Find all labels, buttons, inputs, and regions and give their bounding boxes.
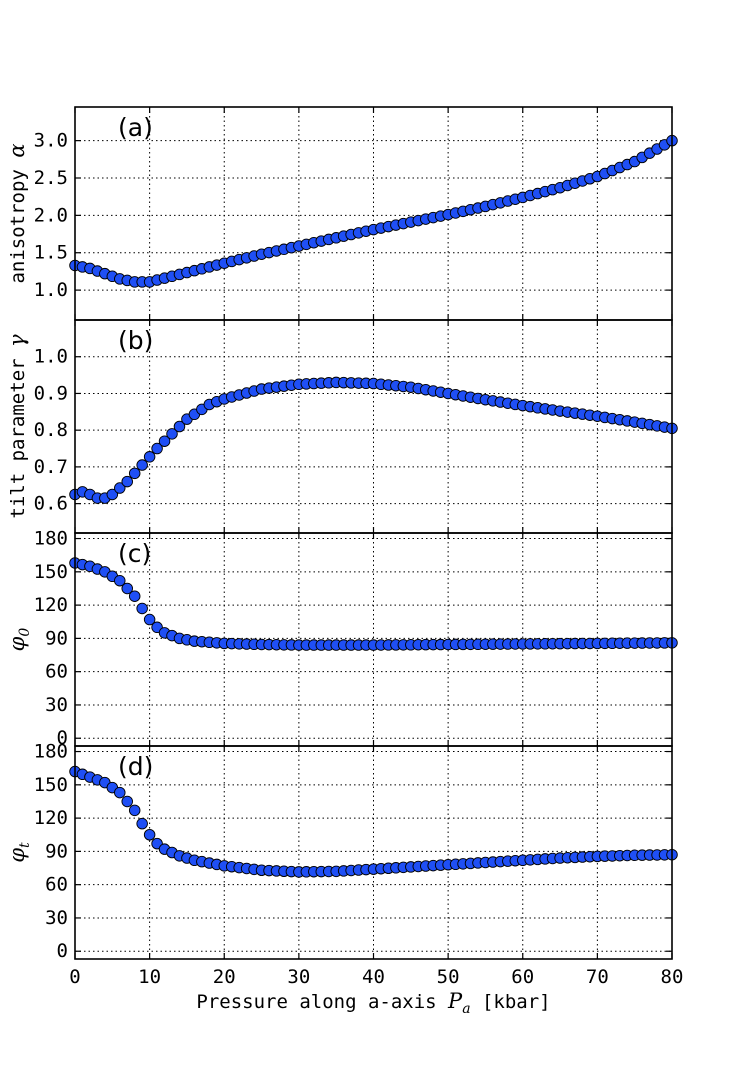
series-markers	[69, 376, 678, 504]
y-tick-label: 120	[34, 594, 68, 616]
y-tick-label: 90	[45, 627, 68, 649]
series-markers	[69, 765, 678, 878]
data-point	[128, 590, 141, 602]
y-tick-label: 0	[57, 940, 68, 962]
y-tick-label: 2.5	[34, 167, 68, 189]
panel-label: (a)	[118, 113, 153, 142]
x-tick-label: 70	[586, 966, 609, 988]
y-tick-label: 1.5	[34, 242, 68, 264]
data-point	[136, 817, 148, 830]
y-tick-label: 180	[34, 741, 68, 763]
data-point	[121, 582, 133, 595]
y-tick-label: 0.7	[34, 456, 68, 478]
y-tick-label: 90	[45, 840, 68, 862]
data-point	[114, 482, 126, 494]
y-tick-label: 1.0	[34, 346, 68, 368]
data-point	[143, 613, 156, 626]
panel-a: 1.0 1.5 2.0 2.5 3.0 (a) anisotropy α	[5, 106, 678, 321]
data-point	[114, 574, 126, 587]
y-tick-label: 0.6	[34, 493, 68, 515]
y-tick-label: 3.0	[34, 130, 68, 152]
x-tick-label: 10	[138, 966, 161, 988]
y-axis-label: anisotropy α	[5, 143, 29, 283]
data-point	[166, 428, 178, 440]
x-tick-label: 60	[511, 966, 534, 988]
data-point	[121, 475, 133, 488]
series-markers	[69, 557, 678, 651]
y-tick-label: 1.0	[34, 279, 68, 301]
y-tick-label: 60	[45, 874, 68, 896]
data-point	[143, 829, 156, 841]
data-point	[128, 467, 141, 480]
y-tick-label: 0	[57, 727, 68, 749]
data-point	[121, 795, 133, 808]
x-axis-label: Pressure along a-axis Pa [kbar]	[196, 989, 550, 1017]
y-tick-label: 150	[34, 561, 68, 583]
x-tick-label: 80	[661, 966, 684, 988]
x-tick-label: 20	[213, 966, 236, 988]
panel-c: 0 30 60 90 120 150 180 (c) φ0	[5, 528, 678, 749]
data-point	[136, 602, 148, 615]
data-point	[173, 420, 186, 433]
panel-label: (c)	[118, 539, 151, 568]
data-point	[106, 488, 119, 501]
data-point	[128, 804, 141, 817]
panel-b: 0.6 0.7 0.8 0.9 1.0 (b) tilt parameter γ	[5, 319, 678, 534]
axes-frame	[74, 745, 673, 960]
y-tick-label: 180	[34, 528, 68, 550]
y-tick-label: 60	[45, 661, 68, 683]
y-tick-label: 120	[34, 807, 68, 829]
y-tick-label: 30	[45, 907, 68, 929]
y-tick-label: 2.0	[34, 204, 68, 226]
x-tick-label: 40	[362, 966, 385, 988]
data-point	[151, 442, 163, 455]
y-axis-label: tilt parameter γ	[5, 334, 29, 519]
x-tick-label: 30	[287, 966, 310, 988]
y-tick-label: 0.8	[34, 419, 68, 441]
y-tick-label: 30	[45, 694, 68, 716]
panel-label: (b)	[118, 326, 153, 355]
panel-d: 0 30 60 90 120 150 180 (d) φt	[5, 741, 678, 962]
y-tick-label: 150	[34, 774, 68, 796]
data-point	[136, 459, 148, 471]
x-tick-label: 50	[437, 966, 460, 988]
series-markers	[69, 134, 678, 288]
y-axis-label: φt	[5, 842, 33, 863]
data-point	[158, 435, 171, 447]
y-tick-label: 0.9	[34, 382, 68, 404]
data-point	[114, 786, 126, 799]
x-tick-labels: 0 10 20 30 40 50 60 70 80	[69, 966, 683, 988]
y-axis-label: φ0	[5, 628, 33, 652]
x-tick-label: 0	[69, 966, 80, 988]
panel-label: (d)	[118, 752, 153, 781]
data-point	[143, 451, 156, 463]
